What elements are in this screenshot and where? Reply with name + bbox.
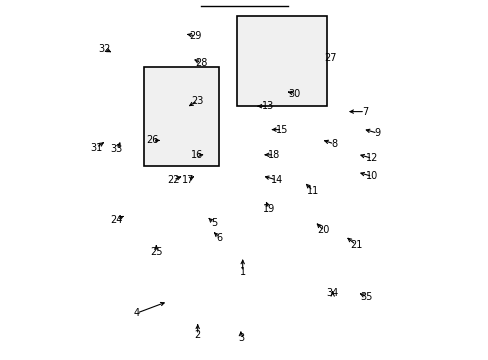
Text: 1: 1	[239, 267, 245, 277]
Text: 29: 29	[189, 31, 202, 41]
Text: 27: 27	[324, 53, 336, 63]
Text: 11: 11	[306, 186, 318, 196]
Text: 6: 6	[216, 233, 222, 243]
Text: 5: 5	[210, 218, 217, 228]
Text: 20: 20	[317, 225, 329, 235]
Text: 23: 23	[191, 96, 203, 106]
Text: 32: 32	[98, 44, 110, 54]
Text: 12: 12	[366, 153, 378, 163]
Text: 7: 7	[361, 107, 367, 117]
Text: 31: 31	[90, 143, 102, 153]
Text: 22: 22	[166, 175, 179, 185]
Text: 28: 28	[195, 58, 207, 68]
Text: 2: 2	[194, 330, 201, 340]
Text: 33: 33	[110, 144, 122, 154]
Text: 19: 19	[263, 204, 275, 214]
Text: 14: 14	[270, 175, 283, 185]
Text: 3: 3	[237, 333, 244, 343]
Text: 34: 34	[326, 288, 338, 298]
Text: 13: 13	[261, 101, 273, 111]
Bar	[237, 16, 326, 106]
Text: 9: 9	[374, 128, 380, 138]
Bar	[143, 67, 219, 166]
Text: 15: 15	[276, 125, 288, 135]
Text: 4: 4	[133, 308, 139, 318]
Text: 30: 30	[288, 89, 301, 99]
Text: 17: 17	[182, 175, 194, 185]
Text: 26: 26	[146, 135, 159, 145]
Text: 24: 24	[110, 215, 122, 225]
Text: 21: 21	[349, 240, 362, 250]
Text: 16: 16	[190, 150, 203, 160]
Text: 25: 25	[150, 247, 162, 257]
Text: 10: 10	[366, 171, 378, 181]
Text: 18: 18	[268, 150, 280, 160]
Text: 35: 35	[360, 292, 372, 302]
Text: 8: 8	[331, 139, 337, 149]
